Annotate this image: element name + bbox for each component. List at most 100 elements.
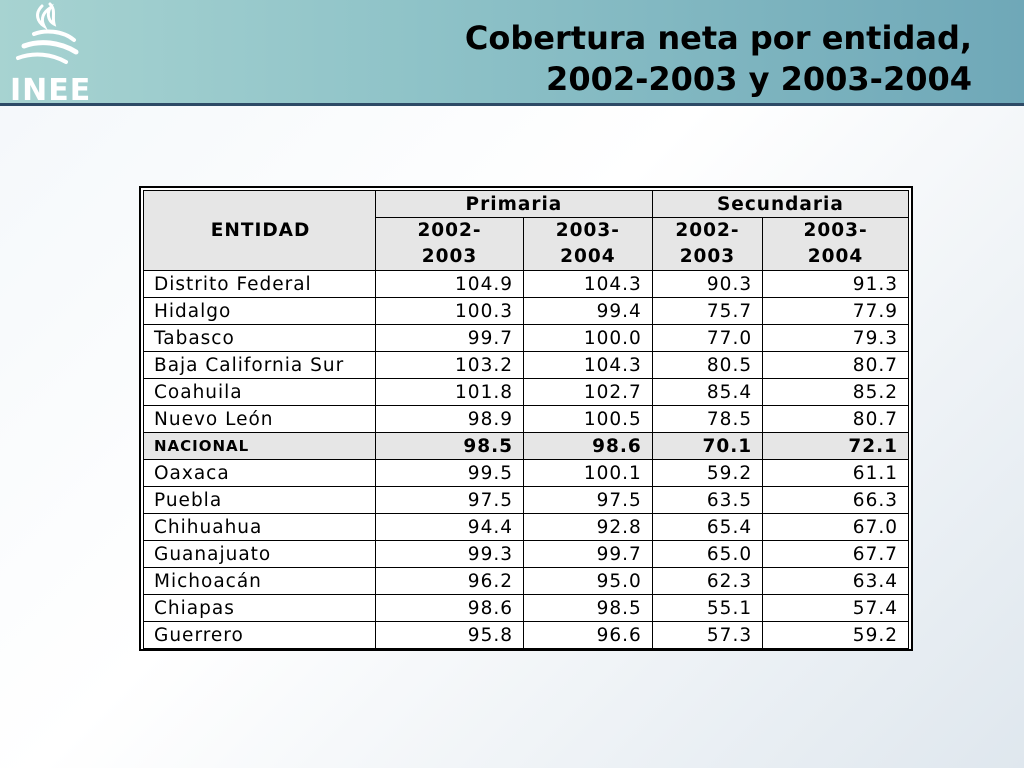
cell-value: 72.1	[762, 432, 909, 460]
table-row: Nuevo León 98.9 100.5 78.5 80.7	[142, 405, 909, 433]
column-header-secundaria: Secundaria	[651, 190, 910, 218]
cell-value: 59.2	[762, 621, 909, 649]
table-row: Distrito Federal 104.9 104.3 90.3 91.3	[142, 270, 909, 298]
cell-value: 90.3	[651, 270, 764, 298]
table-row: Chihuahua 94.4 92.8 65.4 67.0	[142, 513, 909, 541]
column-header-primaria: Primaria	[375, 190, 653, 218]
table-row: Michoacán 96.2 95.0 62.3 63.4	[142, 567, 909, 595]
cell-entidad: Distrito Federal	[142, 270, 377, 298]
cell-entidad: Chihuahua	[142, 513, 377, 541]
cell-value: 103.2	[375, 351, 524, 379]
cell-value: 63.4	[762, 567, 909, 595]
title-line-2: 2002-2003 y 2003-2004	[546, 60, 972, 98]
cell-value: 100.3	[375, 297, 524, 325]
cell-entidad: Michoacán	[142, 567, 377, 595]
cell-value: 59.2	[651, 459, 764, 487]
cell-entidad: Tabasco	[142, 324, 377, 352]
cell-value: 67.7	[762, 540, 909, 568]
cell-value: 104.3	[523, 270, 653, 298]
cell-value: 91.3	[762, 270, 909, 298]
cell-entidad: Guerrero	[142, 621, 377, 649]
cell-value: 94.4	[375, 513, 524, 541]
cell-value: 98.6	[523, 432, 653, 460]
cell-value: 100.5	[523, 405, 653, 433]
cell-value: 78.5	[651, 405, 764, 433]
cell-entidad: Coahuila	[142, 378, 377, 406]
table-row: Chiapas 98.6 98.5 55.1 57.4	[142, 594, 909, 622]
cell-value: 99.3	[375, 540, 524, 568]
cell-value: 100.0	[523, 324, 653, 352]
cell-value: 55.1	[651, 594, 764, 622]
table-row: Hidalgo 100.3 99.4 75.7 77.9	[142, 297, 909, 325]
cell-value: 97.5	[523, 486, 653, 514]
cell-entidad: Oaxaca	[142, 459, 377, 487]
cell-value: 62.3	[651, 567, 764, 595]
table-row: Puebla 97.5 97.5 63.5 66.3	[142, 486, 909, 514]
cell-value: 104.9	[375, 270, 524, 298]
cell-value: 65.4	[651, 513, 764, 541]
table-row: Coahuila 101.8 102.7 85.4 85.2	[142, 378, 909, 406]
table-row: Tabasco 99.7 100.0 77.0 79.3	[142, 324, 909, 352]
coverage-table: ENTIDAD Primaria Secundaria 2002- 2003 20…	[142, 190, 910, 649]
cell-value: 100.1	[523, 459, 653, 487]
cell-entidad: Puebla	[142, 486, 377, 514]
cell-value: 85.2	[762, 378, 909, 406]
cell-value: 99.7	[375, 324, 524, 352]
cell-value: 77.0	[651, 324, 764, 352]
cell-value: 98.9	[375, 405, 524, 433]
cell-value: 75.7	[651, 297, 764, 325]
column-header-year: 2003- 2004	[762, 217, 909, 271]
cell-value: 102.7	[523, 378, 653, 406]
table-body: Distrito Federal 104.9 104.3 90.3 91.3 Hidal…	[142, 270, 909, 649]
cell-value: 98.6	[375, 594, 524, 622]
cell-value: 65.0	[651, 540, 764, 568]
header-banner: INEE Cobertura neta por entidad, 2002-20…	[0, 0, 1024, 106]
table-header-row-years: 2002- 2003 2003- 2004 2002- 2003 2003- 2004	[144, 217, 909, 271]
cell-value: 99.4	[523, 297, 653, 325]
table-row-nacional: NACIONAL 98.5 98.6 70.1 72.1	[142, 432, 909, 460]
table-row: Guerrero 95.8 96.6 57.3 59.2	[142, 621, 909, 649]
cell-value: 96.2	[375, 567, 524, 595]
cell-value: 57.3	[651, 621, 764, 649]
page-title: Cobertura neta por entidad, 2002-2003 y …	[465, 18, 972, 100]
column-header-entidad: ENTIDAD	[142, 190, 377, 271]
cell-value: 80.7	[762, 351, 909, 379]
title-line-1: Cobertura neta por entidad,	[464, 19, 972, 57]
table-header-row-groups: ENTIDAD Primaria Secundaria	[142, 190, 910, 271]
cell-entidad: Chiapas	[142, 594, 377, 622]
cell-value: 79.3	[762, 324, 909, 352]
cell-value: 63.5	[651, 486, 764, 514]
cell-value: 97.5	[375, 486, 524, 514]
cell-value: 95.0	[523, 567, 653, 595]
column-header-year: 2002- 2003	[651, 217, 764, 271]
cell-value: 66.3	[762, 486, 909, 514]
cell-value: 99.7	[523, 540, 653, 568]
table-row: Oaxaca 99.5 100.1 59.2 61.1	[142, 459, 909, 487]
column-header-year: 2003- 2004	[523, 217, 653, 271]
cell-entidad: Guanajuato	[142, 540, 377, 568]
inee-logo: INEE	[10, 2, 91, 104]
cell-entidad: Baja California Sur	[142, 351, 377, 379]
cell-value: 57.4	[762, 594, 909, 622]
cell-value: 85.4	[651, 378, 764, 406]
cell-value: 70.1	[651, 432, 764, 460]
table-row: Guanajuato 99.3 99.7 65.0 67.7	[142, 540, 909, 568]
cell-value: 61.1	[762, 459, 909, 487]
cell-value: 77.9	[762, 297, 909, 325]
cell-value: 101.8	[375, 378, 524, 406]
cell-value: 80.5	[651, 351, 764, 379]
cell-value: 98.5	[375, 432, 524, 460]
cell-value: 92.8	[523, 513, 653, 541]
cell-entidad: Nuevo León	[142, 405, 377, 433]
cell-entidad: NACIONAL	[142, 432, 377, 460]
logo-text: INEE	[10, 73, 91, 104]
table-row: Baja California Sur 103.2 104.3 80.5 80.7	[142, 351, 909, 379]
cell-value: 95.8	[375, 621, 524, 649]
cell-value: 67.0	[762, 513, 909, 541]
cell-value: 104.3	[523, 351, 653, 379]
cell-value: 99.5	[375, 459, 524, 487]
coverage-table-frame: ENTIDAD Primaria Secundaria 2002- 2003 20…	[139, 186, 913, 651]
cell-value: 98.5	[523, 594, 653, 622]
cell-value: 96.6	[523, 621, 653, 649]
cell-entidad: Hidalgo	[142, 297, 377, 325]
